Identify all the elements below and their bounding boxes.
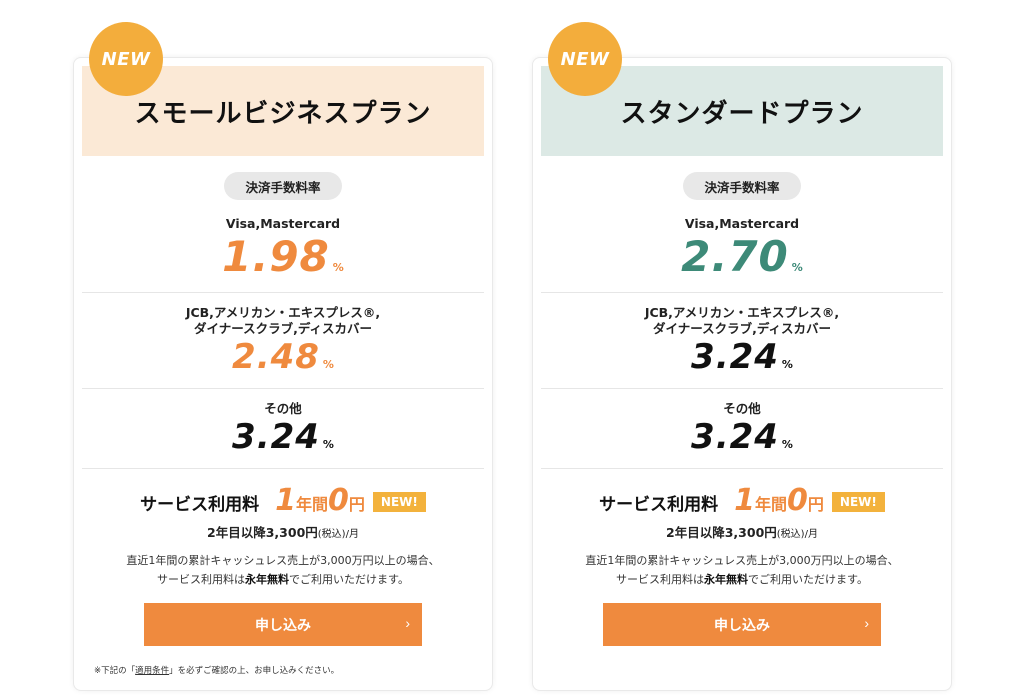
apply-button[interactable]: 申し込み ›: [144, 603, 422, 646]
brand-label-line2: ダイナースクラブ,ディスカバー: [194, 321, 372, 336]
after-price-main: 2年目以降3,300円: [666, 525, 777, 540]
price-number: 0: [787, 483, 808, 518]
rate-value: 1.98: [222, 232, 330, 281]
brand-label: JCB,アメリカン・エキスプレス®,: [644, 305, 840, 320]
footnote: ※下記の「適用条件」を必ずご確認の上、お申し込みください。: [94, 664, 492, 676]
price-unit: 円: [807, 495, 824, 514]
plan-card-small-business: NEW スモールビジネスプラン 決済手数料率 Visa,Mastercard 1…: [73, 22, 493, 691]
rate-unit: %: [781, 358, 793, 371]
after-price-main: 2年目以降3,300円: [207, 525, 318, 540]
rate-value: 3.24: [691, 417, 779, 457]
service-fee-row: サービス利用料 1 年間 0 円 NEW!: [74, 483, 492, 518]
rate-unit: %: [322, 438, 334, 451]
rate-value: 2.48: [232, 337, 320, 377]
after-price-per: /月: [804, 529, 818, 540]
rate-value: 3.24: [232, 417, 320, 457]
price-number: 1: [275, 483, 296, 518]
apply-button-label: 申し込み: [255, 616, 311, 633]
rate-section-other: その他 3.24%: [541, 389, 943, 469]
brand-label: JCB,アメリカン・エキスプレス®,: [185, 305, 381, 320]
note-text: でご利用いただけます。: [289, 573, 409, 586]
rate-unit: %: [322, 358, 334, 371]
free-condition-note: 直近1年間の累計キャッシュレス売上が3,000万円以上の場合、 サービス利用料は…: [533, 551, 951, 589]
note-text: サービス利用料は: [157, 573, 246, 586]
rate-value: 2.70: [681, 232, 789, 281]
rate-section-other: その他 3.24%: [82, 389, 484, 469]
chevron-right-icon: ›: [405, 615, 410, 631]
brand-label: Visa,Mastercard: [225, 216, 341, 231]
note-line2: サービス利用料は永年無料でご利用いただけます。: [74, 570, 492, 589]
rate-value: 3.24: [691, 337, 779, 377]
rate-section-visa-mastercard: Visa,Mastercard 1.98%: [82, 200, 484, 293]
rate-section-jcb-amex: JCB,アメリカン・エキスプレス®, ダイナースクラブ,ディスカバー 2.48%: [82, 293, 484, 389]
note-emphasis: 永年無料: [704, 573, 749, 586]
brand-label: その他: [264, 401, 302, 416]
note-emphasis: 永年無料: [245, 573, 290, 586]
note-line1: 直近1年間の累計キャッシュレス売上が3,000万円以上の場合、: [126, 554, 440, 567]
rate-section-jcb-amex: JCB,アメリカン・エキスプレス®, ダイナースクラブ,ディスカバー 3.24%: [541, 293, 943, 389]
footnote-text: 」を必ずご確認の上、お申し込みください。: [169, 666, 340, 676]
service-fee-label: サービス利用料: [140, 495, 260, 515]
new-tag: NEW!: [831, 492, 885, 512]
new-badge: NEW: [548, 22, 622, 96]
after-first-year-price: 2年目以降3,300円(税込)/月: [74, 522, 492, 541]
note-line2: サービス利用料は永年無料でご利用いただけます。: [533, 570, 951, 589]
price-unit: 年間: [296, 495, 329, 514]
price-number: 1: [734, 483, 755, 518]
chevron-right-icon: ›: [864, 615, 869, 631]
after-price-per: /月: [345, 529, 359, 540]
plan-title: スモールビジネスプラン: [134, 98, 432, 129]
service-fee-row: サービス利用料 1 年間 0 円 NEW!: [533, 483, 951, 518]
service-fee-label: サービス利用料: [599, 495, 719, 515]
new-tag: NEW!: [372, 492, 426, 512]
after-first-year-price: 2年目以降3,300円(税込)/月: [533, 522, 951, 541]
price-number: 0: [328, 483, 349, 518]
apply-button-label: 申し込み: [714, 616, 770, 633]
note-text: でご利用いただけます。: [748, 573, 868, 586]
rate-unit: %: [332, 261, 344, 274]
free-condition-note: 直近1年間の累計キャッシュレス売上が3,000万円以上の場合、 サービス利用料は…: [74, 551, 492, 589]
rate-unit: %: [791, 261, 803, 274]
after-price-tax: (税込): [776, 529, 805, 540]
fee-rate-label: 決済手数料率: [224, 172, 342, 200]
brand-label: その他: [723, 401, 761, 416]
brand-label: Visa,Mastercard: [684, 216, 800, 231]
new-badge: NEW: [89, 22, 163, 96]
price-unit: 年間: [755, 495, 788, 514]
after-price-tax: (税込): [317, 529, 346, 540]
plan-card-standard: NEW スタンダードプラン 決済手数料率 Visa,Mastercard 2.7…: [532, 22, 952, 691]
rate-section-visa-mastercard: Visa,Mastercard 2.70%: [541, 200, 943, 293]
footnote-text: ※下記の「: [94, 666, 136, 676]
apply-button[interactable]: 申し込み ›: [603, 603, 881, 646]
rate-unit: %: [781, 438, 793, 451]
conditions-link[interactable]: 適用条件: [135, 666, 170, 676]
note-text: サービス利用料は: [616, 573, 705, 586]
note-line1: 直近1年間の累計キャッシュレス売上が3,000万円以上の場合、: [585, 554, 899, 567]
price-unit: 円: [348, 495, 365, 514]
plan-title: スタンダードプラン: [620, 98, 864, 129]
plan-header: スモールビジネスプラン: [82, 66, 484, 156]
fee-rate-label: 決済手数料率: [683, 172, 801, 200]
brand-label-line2: ダイナースクラブ,ディスカバー: [653, 321, 831, 336]
